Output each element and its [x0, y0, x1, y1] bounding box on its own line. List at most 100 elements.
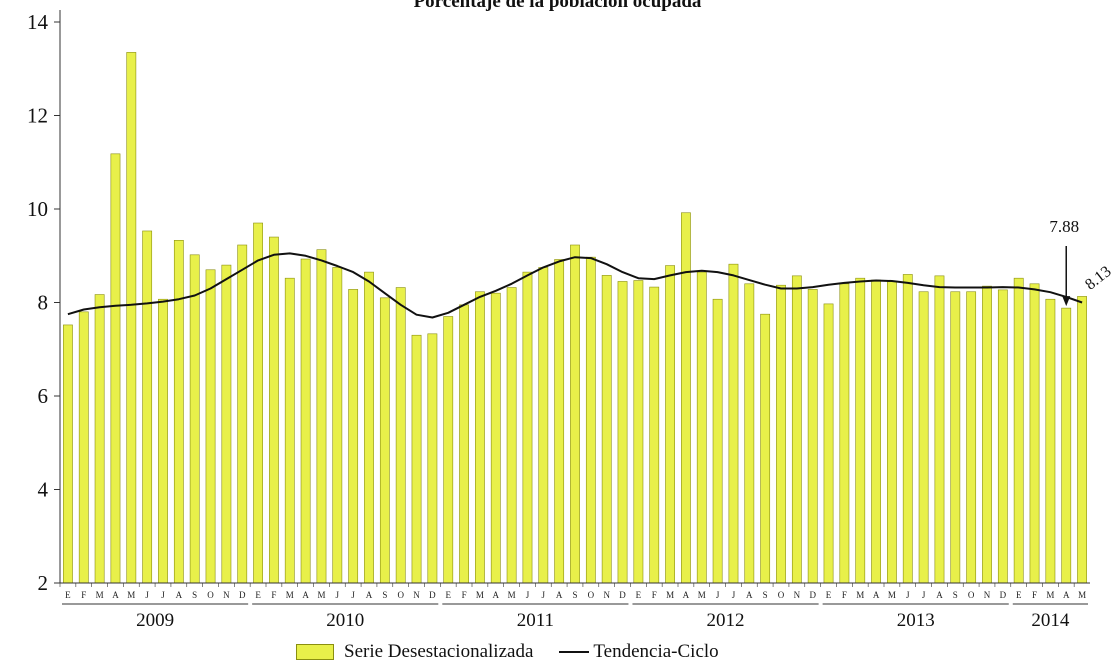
- bar: [459, 304, 469, 584]
- x-month-label: J: [526, 590, 530, 600]
- bar: [316, 249, 327, 584]
- x-month-label: M: [666, 590, 674, 600]
- bar: [538, 267, 549, 584]
- bar: [142, 230, 153, 584]
- x-month-label: M: [1046, 590, 1054, 600]
- bar: [807, 289, 818, 584]
- x-month-label: E: [65, 590, 71, 600]
- bar: [1045, 298, 1056, 584]
- bar: [665, 265, 675, 584]
- y-axis: 2 4 6 8 10 12 14: [27, 10, 61, 595]
- x-month-label: J: [145, 590, 149, 600]
- x-month-label: N: [984, 590, 991, 600]
- trend-series: [67, 252, 1083, 319]
- bar: [126, 52, 137, 584]
- x-month-label: N: [794, 590, 801, 600]
- bar: [395, 287, 406, 584]
- x-month-label: A: [873, 590, 880, 600]
- x-month-label: J: [716, 590, 720, 600]
- x-month-label: F: [1032, 590, 1037, 600]
- x-month-label: N: [413, 590, 420, 600]
- x-month-label: M: [476, 590, 484, 600]
- year-label: 2014: [1031, 610, 1070, 631]
- x-month-label: M: [96, 590, 104, 600]
- trend-line: [67, 252, 1083, 319]
- bar: [966, 291, 977, 584]
- bar: [585, 256, 596, 584]
- chart-title: Porcentaje de la población ocupada: [413, 0, 702, 12]
- x-month-label: M: [888, 590, 896, 600]
- bar: [649, 286, 660, 584]
- x-month-label: J: [922, 590, 926, 600]
- legend-swatch-trend: [559, 651, 590, 653]
- x-month-label: F: [271, 590, 276, 600]
- x-month-label: D: [429, 590, 436, 600]
- bar-series: [63, 52, 1087, 584]
- bar: [776, 284, 786, 584]
- bar: [443, 316, 454, 584]
- bar: [839, 283, 850, 584]
- x-month-label: A: [936, 590, 943, 600]
- legend-item-bars: Serie Desestacionalizada: [296, 641, 533, 663]
- x-month-label: E: [255, 590, 261, 600]
- bar: [918, 291, 929, 584]
- annotations: 7.88 8.13: [1049, 217, 1115, 307]
- y-tick-label: 14: [27, 10, 49, 34]
- x-month-label: E: [826, 590, 832, 600]
- x-month-label: E: [1016, 590, 1022, 600]
- bar: [633, 280, 644, 584]
- x-month-label: J: [542, 590, 546, 600]
- x-month-label: E: [445, 590, 451, 600]
- bar: [379, 297, 390, 584]
- bar: [237, 244, 248, 584]
- bar: [1061, 307, 1072, 584]
- year-label: 2010: [326, 610, 364, 631]
- bar: [871, 279, 881, 584]
- bar: [205, 269, 216, 584]
- bar: [522, 271, 533, 584]
- bar: [348, 289, 359, 584]
- x-month-label: N: [223, 590, 230, 600]
- bar: [332, 267, 343, 584]
- x-month-label: A: [746, 590, 753, 600]
- bar: [411, 334, 422, 584]
- bar: [744, 283, 755, 584]
- bar: [300, 258, 311, 584]
- bar: [1029, 283, 1040, 584]
- x-month-label: O: [778, 590, 785, 600]
- x-month-label: A: [493, 590, 500, 600]
- year-label: 2011: [517, 610, 554, 631]
- x-month-label: D: [239, 590, 246, 600]
- bar: [823, 303, 834, 584]
- x-month-label: A: [302, 590, 309, 600]
- legend-swatch-bars: [296, 644, 334, 660]
- x-month-label: N: [603, 590, 610, 600]
- legend-label-bars: Serie Desestacionalizada: [344, 641, 534, 662]
- x-month-label: S: [953, 590, 958, 600]
- y-tick-label: 4: [38, 478, 49, 502]
- bar: [696, 271, 707, 584]
- y-tick-label: 10: [27, 197, 48, 221]
- bar: [570, 244, 580, 584]
- bar: [601, 275, 612, 584]
- bar: [427, 333, 438, 584]
- bar: [364, 271, 374, 584]
- x-month-label: M: [1078, 590, 1086, 600]
- bar: [950, 291, 961, 584]
- bar: [554, 259, 565, 584]
- y-tick-label: 6: [38, 384, 49, 408]
- annotation-label: 7.88: [1049, 217, 1079, 236]
- bar: [982, 285, 992, 584]
- x-month-label: O: [968, 590, 975, 600]
- year-label: 2012: [707, 610, 745, 631]
- legend: Serie Desestacionalizada Tendencia-Ciclo: [296, 640, 745, 664]
- x-month-label: D: [1000, 590, 1007, 600]
- x-month-label: S: [763, 590, 768, 600]
- x-month-label: M: [286, 590, 294, 600]
- year-label: 2013: [897, 610, 935, 631]
- x-month-label: A: [556, 590, 563, 600]
- bar: [1013, 277, 1024, 584]
- bar: [997, 289, 1008, 584]
- x-month-label: A: [1063, 590, 1070, 600]
